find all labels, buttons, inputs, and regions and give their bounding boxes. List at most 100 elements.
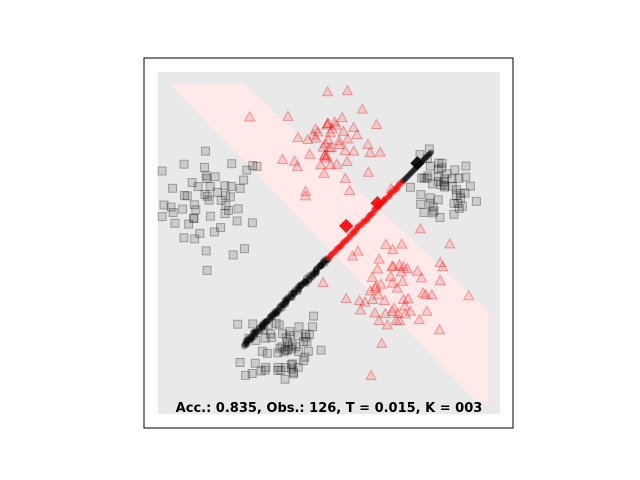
- trajectory-dot: [266, 315, 274, 323]
- point-square: [457, 201, 467, 211]
- trajectory-dot: [291, 286, 299, 294]
- trajectory-dot: [401, 176, 408, 183]
- point-triangle: [387, 260, 399, 271]
- decision-background: [158, 72, 500, 414]
- point-square: [440, 174, 450, 184]
- point-square: [202, 191, 212, 201]
- trajectory-dot: [315, 263, 323, 271]
- point-triangle: [326, 123, 339, 134]
- point-square: [316, 345, 326, 355]
- trajectory-dot: [260, 319, 268, 327]
- point-square: [189, 200, 199, 210]
- trajectory-dot: [346, 234, 353, 241]
- point-square: [193, 182, 203, 192]
- point-square: [210, 172, 220, 182]
- point-square: [202, 174, 212, 184]
- trajectory-dot: [272, 309, 280, 317]
- trajectory-dot: [404, 173, 411, 180]
- trajectory-dot: [284, 295, 292, 303]
- trajectory-dot: [278, 304, 286, 312]
- trajectory-dot: [317, 261, 325, 269]
- trajectory-dot: [399, 179, 406, 186]
- point-square: [281, 363, 291, 373]
- trajectory-dot: [424, 153, 431, 160]
- trajectory-dot: [247, 335, 255, 343]
- point-square: [301, 329, 311, 339]
- point-square: [309, 311, 319, 321]
- trajectory-dot: [353, 226, 360, 233]
- point-square: [202, 265, 212, 275]
- trajectory-dot: [385, 193, 392, 200]
- trajectory-dot: [369, 210, 376, 217]
- point-triangle: [411, 265, 424, 276]
- point-triangle: [288, 155, 301, 166]
- point-triangle: [370, 118, 383, 130]
- point-square: [278, 329, 288, 339]
- trajectory-dot: [351, 227, 358, 234]
- trajectory-dot: [297, 282, 305, 290]
- point-triangle: [282, 110, 294, 121]
- trajectory-dot: [301, 278, 309, 286]
- trajectory-dot: [337, 243, 344, 250]
- trajectory-dot: [383, 195, 390, 202]
- trajectory-dot: [347, 232, 354, 239]
- trajectory-dot: [309, 270, 317, 278]
- trajectory-dot: [367, 212, 374, 219]
- trajectory-dot: [294, 282, 302, 290]
- point-triangle: [276, 153, 289, 165]
- trajectory-dot: [404, 173, 411, 180]
- point-square: [451, 191, 461, 201]
- trajectory-dot: [332, 248, 339, 255]
- point-square: [201, 246, 211, 256]
- trajectory-dot: [395, 183, 402, 190]
- point-square: [247, 218, 257, 228]
- point-triangle: [317, 141, 330, 152]
- point-triangle: [462, 289, 475, 301]
- point-triangle: [417, 287, 429, 298]
- trajectory-dot: [313, 265, 321, 273]
- trajectory-dot: [248, 333, 256, 341]
- trajectory-dot: [327, 252, 334, 259]
- trajectory-dot: [335, 244, 342, 251]
- trajectory-dot: [358, 220, 365, 227]
- trajectory-dot: [346, 234, 353, 241]
- trajectory-dot: [405, 172, 412, 179]
- trajectory-dot: [406, 171, 413, 178]
- point-square: [300, 332, 310, 342]
- point-triangle: [299, 189, 312, 201]
- point-square: [242, 165, 252, 175]
- point-square: [471, 196, 481, 206]
- trajectory-dot: [427, 149, 434, 156]
- point-triangle: [340, 292, 353, 303]
- point-square: [200, 162, 210, 172]
- point-square: [257, 346, 267, 356]
- trajectory-dot: [351, 229, 358, 236]
- point-triangle: [374, 146, 387, 157]
- trajectory-dot: [306, 272, 314, 280]
- trajectory-dot: [340, 238, 347, 245]
- point-triangle: [324, 126, 337, 137]
- trajectory-dot: [336, 244, 343, 251]
- point-triangle: [322, 133, 335, 145]
- trajectory-dot: [385, 192, 392, 199]
- point-square: [271, 318, 281, 328]
- point-square: [447, 181, 457, 191]
- point-square: [262, 348, 272, 358]
- point-square: [456, 193, 466, 203]
- point-square: [277, 342, 287, 352]
- trajectory-dot: [402, 175, 409, 182]
- point-square: [200, 189, 210, 199]
- point-square: [248, 319, 258, 329]
- trajectory-dot: [330, 249, 337, 256]
- point-square: [273, 362, 283, 372]
- point-triangle: [324, 158, 337, 170]
- point-square: [284, 342, 294, 352]
- trajectory-dot: [307, 273, 315, 281]
- trajectory-dot: [428, 149, 435, 156]
- point-triangle: [333, 138, 346, 150]
- trajectory-dot: [391, 187, 398, 194]
- point-triangle: [339, 144, 351, 155]
- point-triangle: [291, 160, 304, 171]
- trajectory-dot: [387, 190, 394, 197]
- trajectory-dot: [393, 186, 400, 193]
